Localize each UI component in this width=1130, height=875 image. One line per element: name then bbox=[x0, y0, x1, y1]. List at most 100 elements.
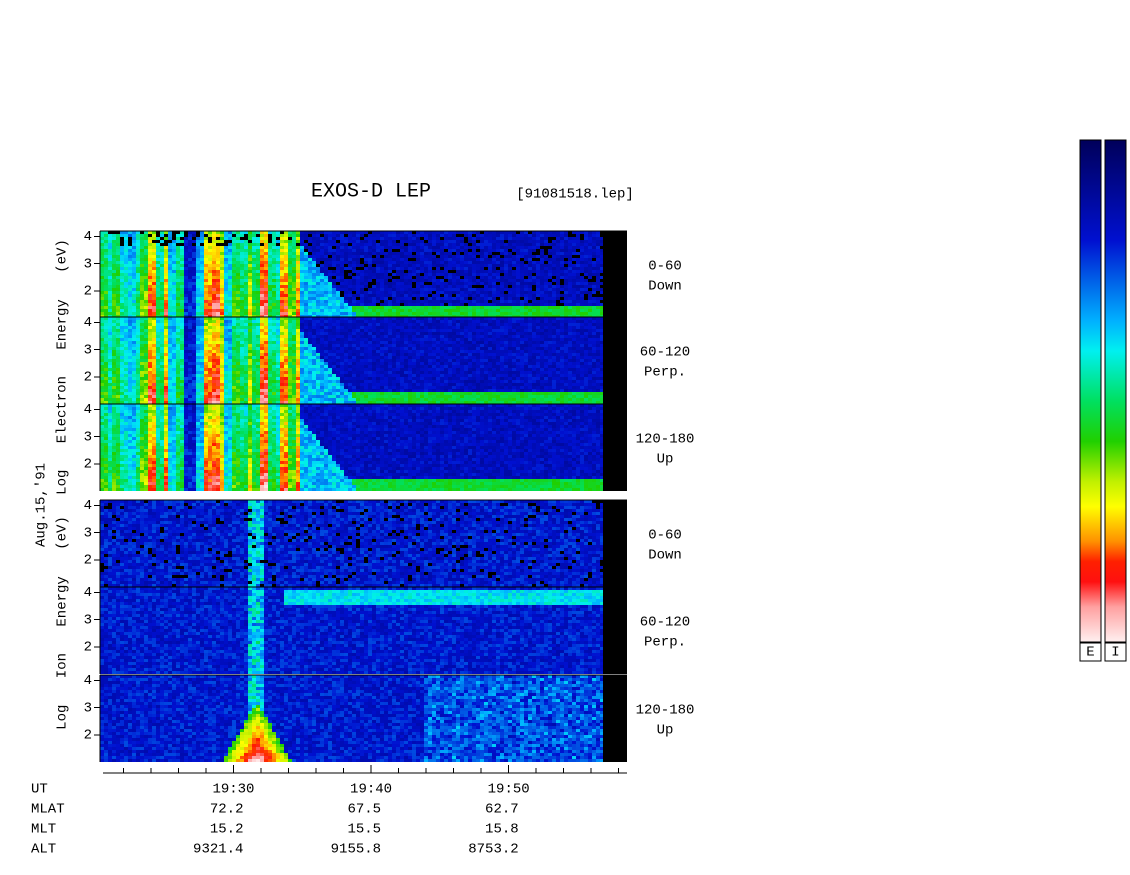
spectrogram-cell bbox=[492, 240, 496, 243]
spectrogram-cell bbox=[232, 312, 236, 315]
spectrogram-cell bbox=[220, 249, 224, 252]
spectrogram-cell bbox=[232, 338, 236, 341]
spectrogram-cell bbox=[124, 243, 128, 246]
spectrogram-cell bbox=[476, 332, 480, 335]
spectrogram-cell bbox=[600, 252, 604, 255]
spectrogram-cell bbox=[272, 294, 276, 297]
spectrogram-cell bbox=[504, 285, 508, 288]
spectrogram-cell bbox=[416, 234, 420, 237]
spectrogram-cell bbox=[432, 240, 436, 243]
spectrogram-cell bbox=[364, 294, 368, 297]
spectrogram-cell bbox=[564, 285, 568, 288]
spectrogram-cell bbox=[164, 258, 168, 261]
spectrogram-cell bbox=[352, 291, 356, 294]
spectrogram-cell bbox=[596, 282, 600, 285]
spectrogram-cell bbox=[560, 291, 564, 294]
spectrogram-cell bbox=[336, 252, 340, 255]
spectrogram-cell bbox=[516, 240, 520, 243]
spectrogram-cell bbox=[544, 300, 548, 303]
spectrogram-cell bbox=[524, 285, 528, 288]
spectrogram-cell bbox=[152, 306, 156, 309]
spectrogram-cell bbox=[312, 347, 316, 350]
spectrogram-cell bbox=[588, 309, 592, 312]
spectrogram-cell bbox=[256, 341, 260, 344]
spectrogram-cell bbox=[164, 329, 168, 332]
spectrogram-cell bbox=[292, 279, 296, 282]
spectrogram-cell bbox=[132, 273, 136, 276]
spectrogram-cell bbox=[124, 294, 128, 297]
spectrogram-cell bbox=[308, 300, 312, 303]
spectrogram-cell bbox=[436, 252, 440, 255]
spectrogram-cell bbox=[512, 258, 516, 261]
spectrogram-cell bbox=[484, 258, 488, 261]
spectrogram-cell bbox=[280, 234, 284, 237]
spectrogram-cell bbox=[504, 291, 508, 294]
spectrogram-cell bbox=[212, 332, 216, 335]
spectrogram-cell bbox=[448, 320, 452, 323]
spectrogram-cell bbox=[512, 294, 516, 297]
spectrogram-cell bbox=[376, 273, 380, 276]
spectrogram-cell bbox=[164, 234, 168, 237]
spectrogram-cell bbox=[272, 273, 276, 276]
spectrogram-cell bbox=[196, 234, 200, 237]
spectrogram-cell bbox=[468, 294, 472, 297]
spectrogram-cell bbox=[460, 270, 464, 273]
spectrogram-cell bbox=[536, 234, 540, 237]
spectrogram-cell bbox=[328, 347, 332, 350]
spectrogram-cell bbox=[480, 240, 484, 243]
spectrogram-cell bbox=[600, 309, 604, 312]
spectrogram-cell bbox=[488, 341, 492, 344]
spectrogram-cell bbox=[116, 294, 120, 297]
spectrogram-cell bbox=[232, 267, 236, 270]
spectrogram-cell bbox=[108, 306, 112, 309]
spectrogram-cell bbox=[224, 288, 228, 291]
spectrogram-cell bbox=[540, 297, 544, 300]
spectrogram-cell bbox=[536, 267, 540, 270]
spectrogram-cell bbox=[516, 326, 520, 329]
spectrogram-cell bbox=[176, 237, 180, 240]
spectrogram-cell bbox=[320, 347, 324, 350]
spectrogram-cell bbox=[136, 329, 140, 332]
spectrogram-cell bbox=[520, 252, 524, 255]
spectrogram-cell bbox=[340, 300, 344, 303]
spectrogram-cell bbox=[188, 279, 192, 282]
spectrogram-cell bbox=[564, 326, 568, 329]
spectrogram-cell bbox=[272, 297, 276, 300]
spectrogram-cell bbox=[372, 285, 376, 288]
spectrogram-cell bbox=[252, 270, 256, 273]
spectrogram-cell bbox=[496, 231, 500, 234]
spectrogram-cell bbox=[272, 300, 276, 303]
spectrogram-cell bbox=[540, 252, 544, 255]
spectrogram-cell bbox=[288, 249, 292, 252]
spectrogram-cell bbox=[216, 297, 220, 300]
spectrogram-cell bbox=[448, 267, 452, 270]
spectrogram-cell bbox=[348, 335, 352, 338]
spectrogram-cell bbox=[280, 341, 284, 344]
spectrogram-cell bbox=[532, 309, 536, 312]
spectrogram-cell bbox=[184, 320, 188, 323]
spectrogram-cell bbox=[152, 276, 156, 279]
spectrogram-cell bbox=[120, 335, 124, 338]
spectrogram-cell bbox=[484, 282, 488, 285]
spectrogram-cell bbox=[576, 288, 580, 291]
spectrogram-cell bbox=[144, 234, 148, 237]
spectrogram-cell bbox=[480, 249, 484, 252]
spectrogram-cell bbox=[108, 320, 112, 323]
spectrogram-cell bbox=[496, 282, 500, 285]
spectrogram-cell bbox=[160, 294, 164, 297]
spectrogram-cell bbox=[516, 335, 520, 338]
spectrogram-cell bbox=[264, 231, 268, 234]
spectrogram-cell bbox=[324, 255, 328, 258]
spectrogram-cell bbox=[348, 258, 352, 261]
spectrogram-cell bbox=[136, 267, 140, 270]
spectrogram-cell bbox=[420, 329, 424, 332]
spectrogram-cell bbox=[312, 306, 316, 309]
spectrogram-cell bbox=[416, 326, 420, 329]
spectrogram-cell bbox=[384, 264, 388, 267]
spectrogram-cell bbox=[496, 288, 500, 291]
spectrogram-cell bbox=[272, 267, 276, 270]
spectrogram-cell bbox=[252, 249, 256, 252]
spectrogram-cell bbox=[500, 267, 504, 270]
spectrogram-cell bbox=[160, 317, 164, 320]
spectrogram-cell bbox=[532, 252, 536, 255]
